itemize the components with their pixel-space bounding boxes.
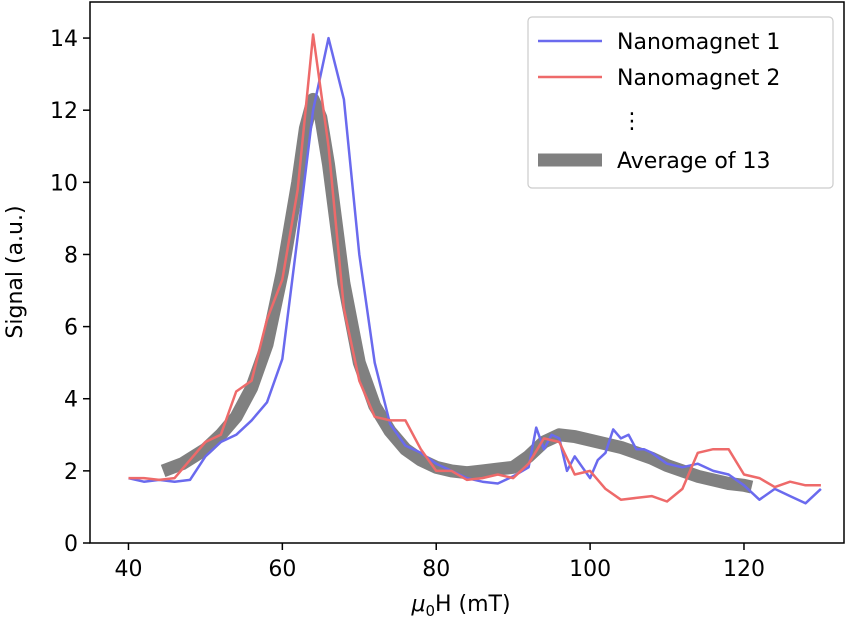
x-axis: 40 60 80 100 120 (114, 543, 765, 582)
x-tick-label-80: 80 (422, 557, 450, 582)
y-tick-label-6: 6 (64, 316, 78, 341)
x-axis-label-symbol: μ (410, 592, 425, 617)
legend-ellipsis: ⋮ (621, 109, 643, 134)
series-line-nanomagnet-2 (128, 33, 821, 503)
y-tick-label-8: 8 (64, 243, 78, 268)
x-tick-label-40: 40 (114, 557, 142, 582)
y-tick-label-0: 0 (64, 532, 78, 557)
y-tick-label-14: 14 (50, 27, 78, 52)
y-axis: 0 2 4 6 8 10 12 14 (50, 27, 90, 557)
legend-label-average: Average of 13 (617, 149, 771, 174)
series-layer (128, 33, 822, 505)
plot-frame (89, 1, 845, 544)
x-axis-label-rest: H (mT) (435, 592, 511, 617)
x-tick-label-60: 60 (268, 557, 296, 582)
series-line-nanomagnet-1 (128, 36, 822, 505)
y-tick-label-10: 10 (50, 171, 78, 196)
legend: Nanomagnet 1 Nanomagnet 2 ⋮ Average of 1… (527, 16, 834, 189)
legend-label-nanomagnet-1: Nanomagnet 1 (617, 30, 780, 55)
legend-label-nanomagnet-2: Nanomagnet 2 (617, 66, 780, 91)
x-axis-label: μ0H (mT) (410, 592, 510, 620)
x-tick-label-120: 120 (723, 557, 765, 582)
y-tick-label-4: 4 (64, 388, 78, 413)
y-tick-label-2: 2 (64, 460, 78, 485)
x-axis-label-subscript: 0 (425, 602, 435, 620)
x-tick-label-100: 100 (569, 557, 611, 582)
y-axis-label: Signal (a.u.) (3, 205, 28, 338)
y-tick-label-12: 12 (50, 99, 78, 124)
legend-box (527, 16, 834, 189)
